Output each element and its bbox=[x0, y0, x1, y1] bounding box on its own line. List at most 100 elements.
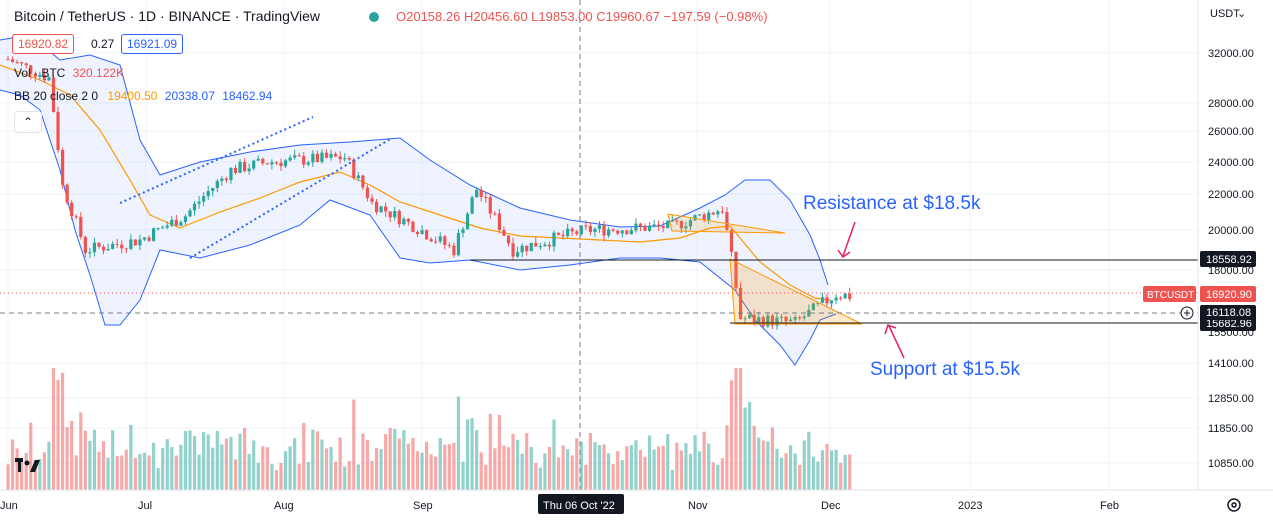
candle-body bbox=[356, 175, 360, 179]
volume-legend[interactable]: Vol · BTC 320.122K bbox=[14, 66, 124, 80]
volume-bar bbox=[393, 428, 397, 490]
candle-body bbox=[516, 252, 520, 257]
volume-bar bbox=[816, 461, 820, 490]
candle-body bbox=[811, 303, 815, 311]
volume-bar bbox=[33, 459, 37, 490]
candle-body bbox=[274, 162, 279, 164]
volume-bar bbox=[529, 446, 533, 490]
candle-body bbox=[192, 203, 197, 211]
volume-bar bbox=[283, 451, 288, 490]
time-axis[interactable]: Jun Jul Aug Sep Nov Dec 2023 Feb Thu 06 … bbox=[0, 494, 1119, 514]
volume-bar bbox=[188, 430, 192, 490]
candle-body bbox=[816, 302, 820, 304]
candle-body bbox=[734, 251, 738, 288]
volume-bar bbox=[365, 440, 370, 490]
bollinger-legend[interactable]: BB 20 close 2 0 19400.50 20338.07 18462.… bbox=[14, 89, 272, 103]
volume-bar bbox=[247, 453, 251, 490]
candle-body bbox=[20, 62, 24, 64]
volume-bar bbox=[106, 457, 110, 490]
candle-body bbox=[229, 167, 233, 181]
volume-bar bbox=[24, 452, 28, 490]
candle-body bbox=[698, 214, 702, 216]
candle-body bbox=[42, 74, 46, 81]
collapse-legend-button[interactable]: ⌃ bbox=[14, 111, 42, 133]
volume-bar bbox=[625, 446, 629, 490]
volume-bar bbox=[88, 440, 92, 490]
volume-bar bbox=[725, 425, 729, 490]
bollinger-upper-value: 20338.07 bbox=[164, 89, 215, 103]
time-tick: Feb bbox=[1100, 500, 1119, 512]
volume-bar bbox=[61, 372, 65, 490]
volume-bar bbox=[561, 445, 565, 490]
volume-bar bbox=[784, 453, 788, 490]
volume-bar bbox=[638, 450, 643, 490]
price-axis[interactable]: USDT ⌄ 32000.00 28000.00 26000.00 24000.… bbox=[1208, 8, 1254, 470]
candle-body bbox=[793, 317, 797, 320]
price-tick: 22000.00 bbox=[1208, 189, 1254, 201]
volume-bar bbox=[520, 453, 524, 490]
candle-body bbox=[256, 158, 260, 161]
candle-body bbox=[361, 175, 365, 188]
price-tick: 26000.00 bbox=[1208, 126, 1254, 138]
price-tick: 11850.00 bbox=[1208, 423, 1253, 435]
volume-bar bbox=[338, 437, 342, 490]
candle-body bbox=[197, 201, 201, 204]
sell-price-button[interactable]: 16920.82 bbox=[12, 34, 75, 54]
volume-bar bbox=[70, 420, 74, 490]
volume-bar bbox=[147, 455, 151, 490]
candle-body bbox=[666, 220, 670, 229]
volume-bar bbox=[620, 460, 624, 490]
volume-bar bbox=[434, 456, 438, 490]
bollinger-basis-value: 19400.50 bbox=[107, 89, 158, 103]
support-annotation: Support at $15.5k bbox=[870, 359, 1020, 380]
bollinger-band-fill bbox=[0, 35, 836, 365]
settings-gear-icon[interactable] bbox=[1227, 498, 1241, 512]
time-tick: Sep bbox=[413, 500, 433, 512]
volume-bar bbox=[702, 431, 706, 490]
buy-price-button[interactable]: 16921.09 bbox=[121, 34, 184, 54]
candle-body bbox=[675, 220, 679, 222]
volume-bar bbox=[174, 455, 178, 490]
candle-body bbox=[766, 315, 770, 327]
candle-body bbox=[465, 213, 470, 230]
candle-body bbox=[347, 158, 351, 160]
symbol-title[interactable]: Bitcoin / TetherUS · 1D · BINANCE · Trad… bbox=[14, 8, 321, 24]
volume-bar bbox=[452, 442, 456, 490]
resistance-annotation: Resistance at $18.5k bbox=[803, 193, 981, 214]
candle-body bbox=[388, 211, 392, 218]
volume-bar bbox=[720, 458, 724, 490]
candle-body bbox=[92, 242, 97, 253]
volume-bar bbox=[397, 438, 401, 490]
candle-body bbox=[306, 162, 310, 165]
price-tick: 24000.00 bbox=[1208, 157, 1254, 169]
volume-bar bbox=[256, 462, 260, 490]
volume-bar bbox=[170, 447, 174, 490]
tradingview-logo bbox=[15, 458, 40, 472]
volume-bar bbox=[593, 442, 597, 490]
price-tick: 32000.00 bbox=[1208, 48, 1254, 60]
candle-body bbox=[556, 232, 561, 235]
volume-bar bbox=[643, 456, 647, 490]
volume-bar bbox=[493, 448, 497, 490]
candle-body bbox=[224, 178, 228, 181]
candle-body bbox=[343, 158, 347, 160]
candle-body bbox=[757, 317, 761, 323]
candle-body bbox=[611, 229, 615, 231]
volume-bar bbox=[6, 464, 10, 490]
volume-bar bbox=[142, 452, 147, 490]
volume-bar bbox=[843, 454, 847, 490]
support-arrow bbox=[884, 324, 905, 359]
volume-bar bbox=[607, 453, 611, 490]
volume-bar bbox=[775, 448, 779, 490]
candle-body bbox=[202, 196, 206, 202]
candle-body bbox=[302, 156, 306, 165]
volume-bar bbox=[129, 424, 133, 490]
candle-body bbox=[602, 225, 606, 236]
volume-bar bbox=[334, 461, 338, 490]
candle-body bbox=[24, 63, 28, 66]
candle-body bbox=[147, 237, 151, 241]
volume-bar bbox=[556, 457, 561, 490]
volume-bar bbox=[270, 464, 274, 490]
volume-bar bbox=[370, 460, 374, 490]
